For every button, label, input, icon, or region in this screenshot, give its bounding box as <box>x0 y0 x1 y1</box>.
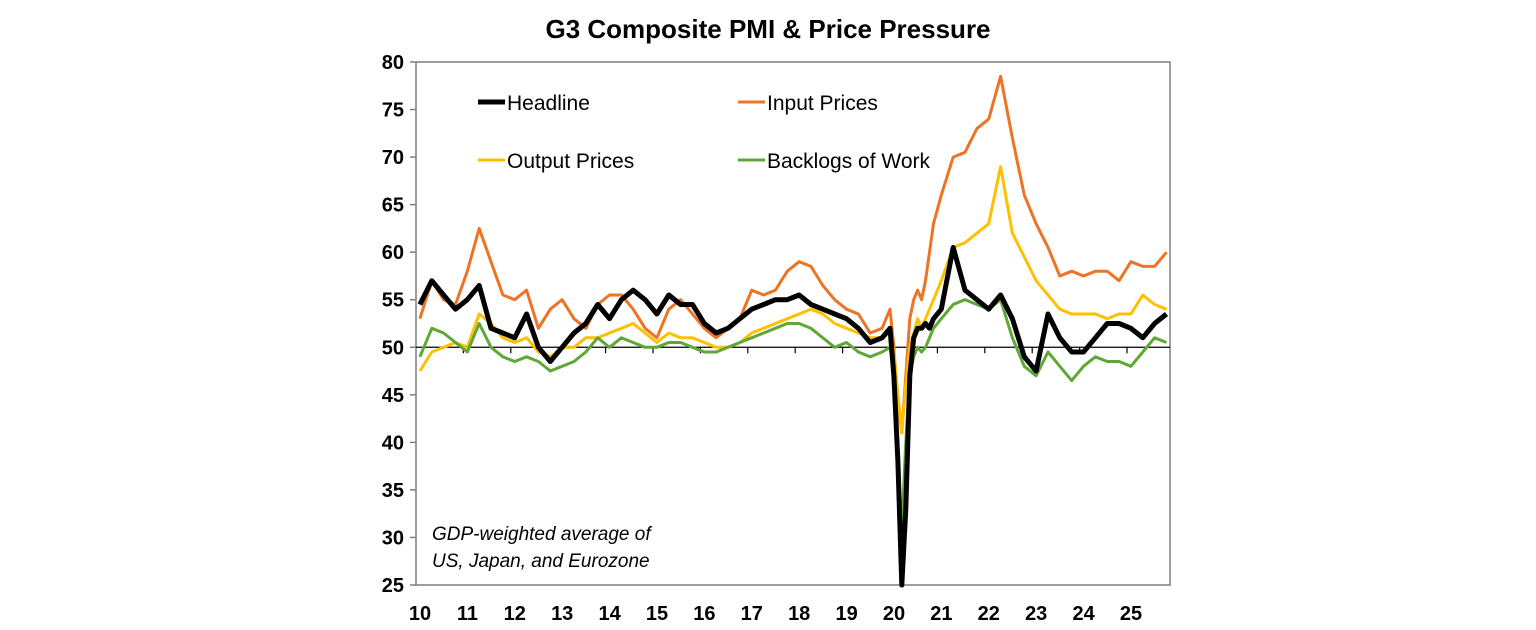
legend-label: Input Prices <box>767 92 878 115</box>
x-tick-label: 16 <box>693 603 715 625</box>
x-tick-label: 11 <box>457 603 478 625</box>
legend-label: Output Prices <box>507 150 634 173</box>
x-tick-label: 12 <box>504 603 526 625</box>
x-tick-label: 10 <box>409 603 431 625</box>
x-tick-label: 21 <box>930 603 952 625</box>
x-tick-label: 22 <box>978 603 1000 625</box>
x-tick-label: 18 <box>788 603 810 625</box>
x-tick-label: 14 <box>598 603 621 625</box>
y-tick-label: 70 <box>382 147 404 169</box>
annotation-line-2: US, Japan, and Eurozone <box>432 551 650 572</box>
x-axis: 10 11 12 13 14 15 16 17 18 19 20 21 22 23 24 25 <box>409 347 1142 625</box>
y-tick-label: 25 <box>382 575 404 597</box>
series-line-backlogs-of-work <box>418 298 1168 530</box>
y-tick-label: 45 <box>382 385 404 407</box>
legend-label: Backlogs of Work <box>767 150 931 173</box>
x-tick-label: 19 <box>835 603 857 625</box>
x-tick-label: 20 <box>883 603 905 625</box>
series-lines <box>417 74 1169 588</box>
x-tick-label: 17 <box>741 603 763 625</box>
y-tick-label: 65 <box>382 195 404 217</box>
y-tick-label: 40 <box>382 432 404 454</box>
x-tick-label: 25 <box>1120 603 1142 625</box>
x-tick-label: 23 <box>1025 603 1047 625</box>
annotation-line-1: GDP-weighted average of <box>432 524 652 545</box>
series-line-input-prices <box>418 74 1168 435</box>
y-tick-label: 75 <box>382 100 404 122</box>
y-tick-label: 30 <box>382 527 404 549</box>
y-tick-label: 35 <box>382 480 404 502</box>
y-tick-label: 60 <box>382 242 404 264</box>
y-tick-label: 50 <box>382 337 404 359</box>
y-axis: 25 30 35 40 45 50 55 60 65 70 75 80 <box>382 52 416 597</box>
legend-label: Headline <box>507 92 590 115</box>
x-tick-label: 15 <box>646 603 668 625</box>
x-tick-label: 24 <box>1072 603 1095 625</box>
y-tick-label: 55 <box>382 290 404 312</box>
chart-title: G3 Composite PMI & Price Pressure <box>545 14 990 44</box>
series-line-headline <box>417 244 1169 588</box>
x-tick-label: 13 <box>551 603 573 625</box>
plot-frame <box>415 61 1171 586</box>
legend: Headline Input Prices Output Prices Backlog… <box>478 92 931 173</box>
y-tick-label: 80 <box>382 52 404 74</box>
